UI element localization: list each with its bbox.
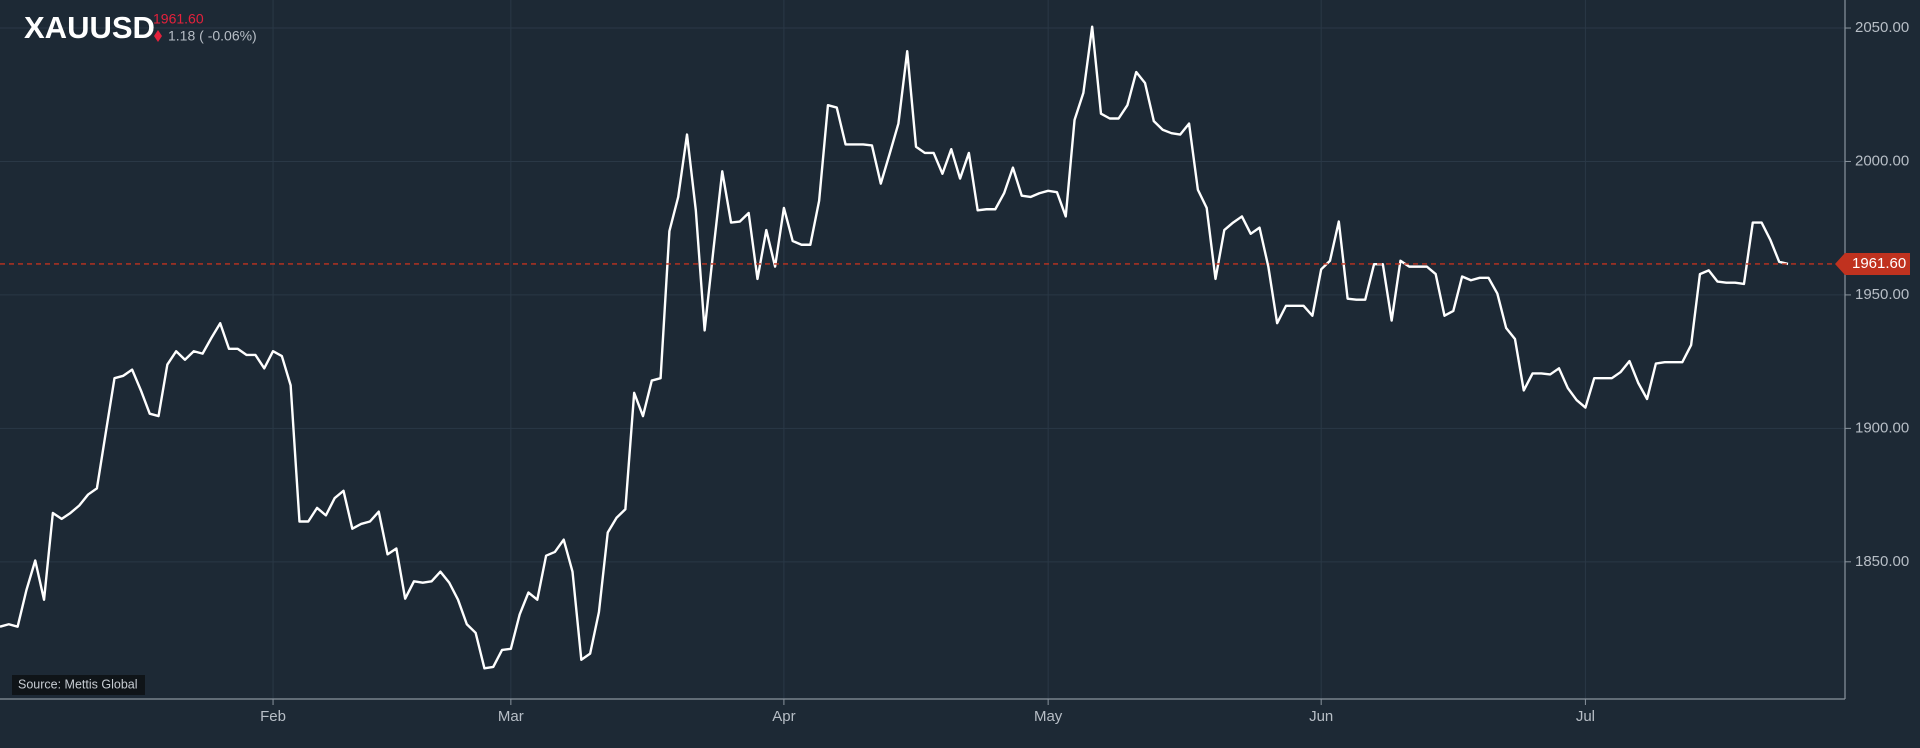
y-tick-label: 1900.00 [1855,419,1909,436]
header-change: 1.18 ( -0.06%) [168,28,257,44]
last-price-tag [1835,252,1910,275]
down-icon [154,30,162,42]
x-tick-label: Feb [260,708,286,725]
x-tick-label: Mar [498,708,524,725]
plot [0,25,1845,670]
x-tick-label: May [1034,708,1063,725]
grid [0,0,1845,699]
last-price-label: 1961.60 [1852,255,1906,272]
source-box [12,675,145,695]
header-price: 1961.60 [153,11,204,27]
y-tick-label: 1850.00 [1855,553,1909,570]
price-line [0,25,1789,670]
x-tick-label: Apr [772,708,795,725]
x-tick-label: Jun [1309,708,1333,725]
y-tick-label: 2050.00 [1855,19,1909,36]
y-tick-label: 2000.00 [1855,152,1909,169]
source-text: Source: Mettis Global [18,677,138,691]
y-tick-label: 1950.00 [1855,286,1909,303]
symbol-title: XAUUSD [24,10,155,45]
x-tick-label: Jul [1576,708,1595,725]
